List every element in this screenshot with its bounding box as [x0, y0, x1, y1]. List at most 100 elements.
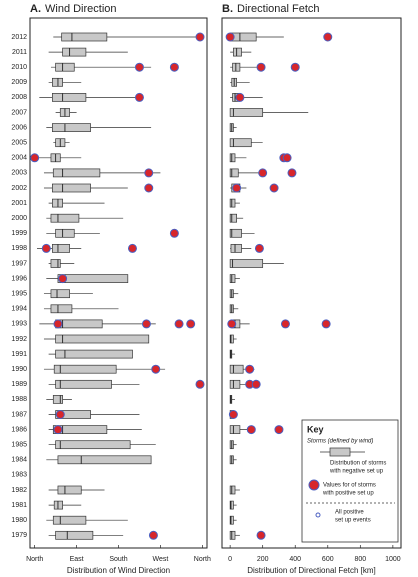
box: [229, 138, 252, 148]
y-tick-label: 1995: [11, 291, 27, 298]
box: [55, 379, 112, 389]
box: [61, 32, 108, 42]
box: [230, 244, 242, 253]
y-tick-label: 1994: [11, 306, 27, 313]
y-tick-label: 1989: [11, 381, 27, 388]
positive-setup-point: [134, 62, 144, 72]
box: [229, 213, 237, 223]
key-text: All positive: [335, 510, 364, 516]
key-box: [301, 419, 399, 543]
panel-label: B.: [222, 3, 233, 15]
key-red-point: [308, 479, 320, 491]
box: [55, 334, 150, 344]
positive-setup-point: [251, 379, 261, 389]
y-tick-label: 1990: [11, 366, 27, 373]
box: [55, 62, 75, 72]
box: [57, 455, 152, 465]
box: [53, 364, 117, 374]
positive-setup-point: [53, 425, 63, 435]
box: [229, 425, 241, 434]
positive-setup-point: [30, 153, 40, 163]
positive-setup-point: [41, 243, 51, 253]
x-tick-label: East: [70, 556, 84, 563]
panel-title: Wind Direction: [45, 3, 117, 15]
y-tick-label: 1985: [11, 442, 27, 449]
x-axis-title: Distribution of Directional Fetch [km]: [247, 566, 376, 575]
y-tick-label: 2002: [11, 185, 27, 192]
box: [229, 228, 242, 238]
y-tick-label: 1984: [11, 457, 27, 464]
positive-setup-point: [174, 319, 184, 329]
panel-label: A.: [30, 3, 41, 15]
positive-setup-point: [245, 364, 255, 374]
box: [229, 153, 236, 163]
box: [229, 334, 234, 344]
box: [52, 515, 87, 525]
positive-setup-point: [258, 168, 268, 178]
x-tick-label: North: [194, 556, 211, 563]
box: [55, 530, 94, 540]
positive-setup-point: [169, 62, 179, 72]
positive-setup-point: [169, 228, 179, 238]
box: [229, 364, 244, 374]
y-tick-label: 1996: [11, 275, 27, 282]
positive-setup-point: [321, 319, 331, 329]
y-tick-label: 1991: [11, 351, 27, 358]
y-tick-label: 2006: [11, 124, 27, 131]
box: [229, 168, 239, 178]
box: [229, 530, 236, 540]
box: [50, 213, 80, 223]
x-tick-label: 1000: [385, 556, 401, 563]
y-tick-label: 1986: [11, 426, 27, 433]
box: [52, 183, 91, 193]
y-tick-label: 2012: [11, 34, 27, 41]
box: [52, 77, 63, 87]
positive-setup-point: [225, 32, 235, 42]
box: [57, 485, 82, 495]
positive-setup-point: [141, 319, 151, 329]
box: [50, 304, 73, 314]
box: [52, 123, 91, 132]
box: [62, 47, 87, 57]
y-tick-label: 2010: [11, 64, 27, 71]
positive-setup-point: [55, 410, 65, 419]
key-text: set up events: [335, 518, 371, 524]
y-tick-label: 2005: [11, 140, 27, 147]
x-tick-label: North: [26, 556, 43, 563]
positive-setup-point: [195, 32, 205, 42]
x-tick-label: 0: [228, 556, 232, 563]
y-tick-label: 1979: [11, 532, 27, 539]
plot-frame: [221, 17, 402, 549]
box: [229, 259, 264, 268]
box: [52, 198, 63, 208]
box: [52, 93, 87, 102]
y-tick-label: 2009: [11, 79, 27, 86]
positive-setup-point: [134, 92, 144, 102]
box: [55, 349, 133, 359]
box: [57, 274, 129, 283]
box: [50, 289, 70, 299]
y-tick-label: 1999: [11, 230, 27, 237]
positive-setup-point: [235, 92, 245, 102]
box: [229, 274, 236, 283]
y-tick-label: 2007: [11, 109, 27, 116]
box: [52, 395, 63, 404]
box: [229, 485, 236, 495]
key-text: Values for of storms: [323, 483, 376, 489]
y-tick-label: 2008: [11, 94, 27, 101]
y-tick-label: 1997: [11, 260, 27, 267]
positive-setup-point: [287, 168, 297, 178]
positive-setup-point: [246, 425, 256, 435]
x-tick-label: 600: [322, 556, 334, 563]
key-title: Key: [307, 424, 324, 434]
key-text: with positive set up: [322, 491, 374, 497]
y-tick-label: 1980: [11, 517, 27, 524]
positive-setup-point: [232, 183, 242, 193]
x-tick-label: South: [109, 556, 127, 563]
y-tick-label: 2004: [11, 155, 27, 162]
y-tick-label: 2011: [12, 49, 27, 56]
box: [52, 168, 101, 178]
x-tick-label: 400: [289, 556, 301, 563]
positive-setup-point: [323, 32, 333, 42]
key-blue-point: [315, 512, 321, 518]
